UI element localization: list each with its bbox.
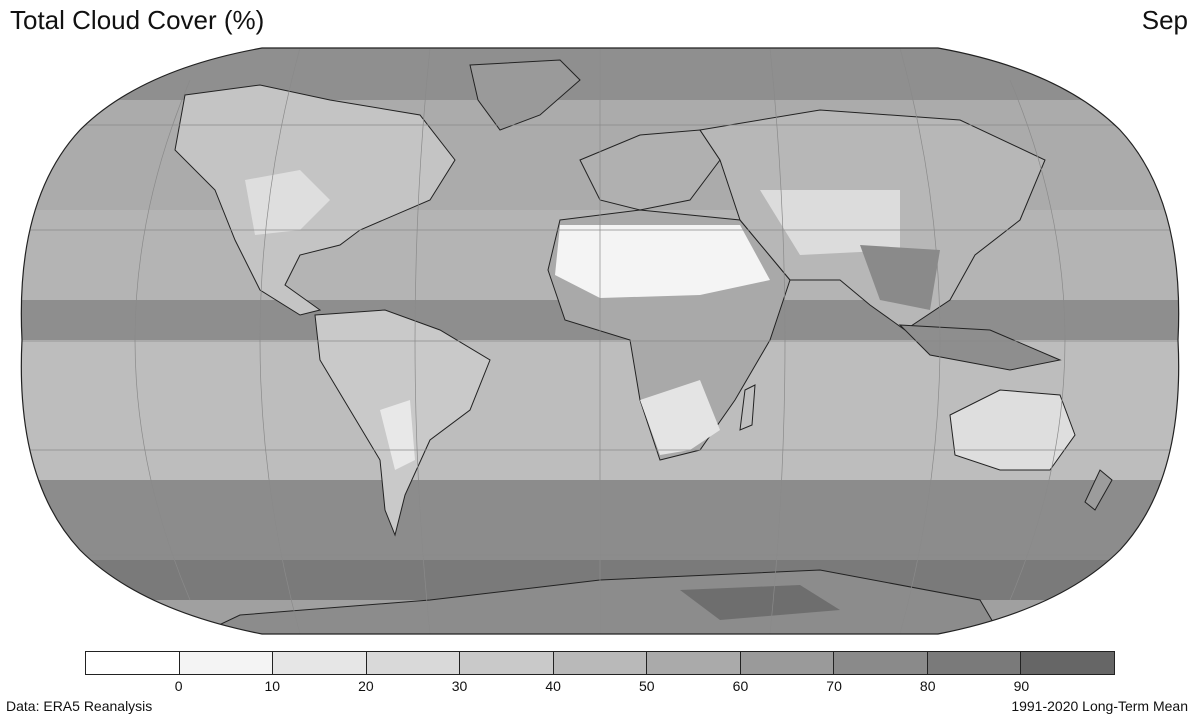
map-title: Total Cloud Cover (%) — [10, 5, 265, 35]
map-border — [20, 47, 1180, 635]
graticule — [21, 48, 1179, 634]
colorbar-segment — [179, 652, 274, 674]
madagascar — [739, 384, 756, 431]
colorbar — [85, 651, 1115, 675]
colorbar-segment — [366, 652, 461, 674]
colorbar-tick-label: 20 — [358, 678, 374, 694]
new-zealand — [1084, 469, 1113, 511]
cloud-field — [21, 48, 1179, 634]
colorbar-tick-label: 0 — [174, 678, 183, 694]
colorbar-tick-label: 40 — [545, 678, 561, 694]
sahara — [555, 225, 770, 298]
colorbar-segment — [927, 652, 1022, 674]
colorbar-segment — [460, 652, 554, 674]
colorbar-segment — [834, 652, 928, 674]
month-label: Sep — [1141, 5, 1188, 35]
colorbar-segment — [740, 652, 835, 674]
colorbar-tick-label: 10 — [264, 678, 281, 694]
colorbar-segment — [273, 652, 367, 674]
europe — [579, 129, 721, 211]
colorbar-segment — [86, 652, 180, 674]
colorbar-tick-label: 80 — [919, 678, 936, 694]
data-source-credit: Data: ERA5 Reanalysis — [6, 698, 153, 714]
colorbar-tick-label: 50 — [639, 678, 655, 694]
colorbar-segment — [647, 652, 741, 674]
colorbar-segment — [553, 652, 648, 674]
colorbar-tick-label: 60 — [732, 678, 749, 694]
colorbar-ticks: 0 10 20 30 40 50 60 70 80 90 — [85, 678, 1115, 696]
colorbar-tick-label: 90 — [1013, 678, 1030, 694]
colorbar-tick-label: 30 — [451, 678, 468, 694]
colorbar-segment — [1021, 652, 1115, 674]
greenland — [469, 59, 581, 131]
colorbar-tick-label: 70 — [826, 678, 842, 694]
period-label: 1991-2020 Long-Term Mean — [1011, 698, 1188, 714]
cloud-cover-map — [20, 47, 1180, 635]
